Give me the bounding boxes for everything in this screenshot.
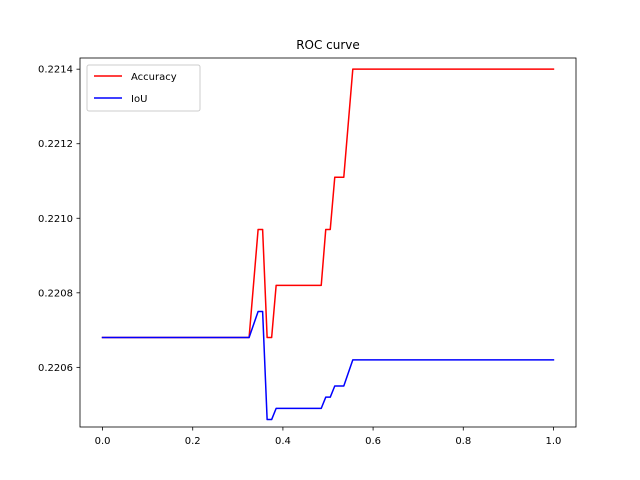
y-tick-label: 0.2214: [38, 65, 73, 76]
legend-label-accuracy: Accuracy: [131, 72, 177, 83]
x-tick-label: 0.0: [95, 436, 111, 447]
x-tick-label: 1.0: [546, 436, 562, 447]
axes-frame: [79, 57, 577, 428]
series-line-accuracy: [101, 68, 555, 339]
x-tick-label: 0.4: [275, 436, 291, 447]
series-line-iou: [101, 310, 555, 421]
y-tick-label: 0.2212: [38, 139, 73, 150]
x-axis: 0.0 0.2 0.4 0.6 0.8 1.0: [95, 427, 562, 447]
x-tick-label: 0.2: [185, 436, 201, 447]
y-axis: 0.2206 0.2208 0.2210 0.2212 0.2214: [38, 65, 80, 374]
plot-area: [79, 57, 577, 428]
y-tick-label: 0.2208: [38, 288, 73, 299]
chart-title: ROC curve: [296, 38, 360, 52]
x-tick-label: 0.8: [455, 436, 471, 447]
x-tick-label: 0.6: [365, 436, 381, 447]
y-tick-label: 0.2206: [38, 363, 73, 374]
y-tick-label: 0.2210: [38, 214, 73, 225]
legend: Accuracy IoU: [86, 64, 201, 112]
legend-label-iou: IoU: [131, 94, 147, 105]
